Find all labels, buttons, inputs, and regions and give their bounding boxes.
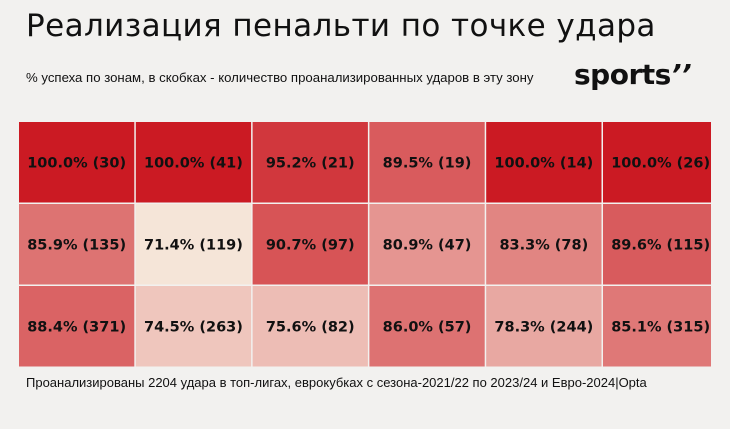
cell-label-r1-c2: 100.0% (41) (144, 155, 243, 171)
heatmap-cell-r3-c3 (252, 286, 368, 367)
heatmap-cell-r1-c1 (19, 122, 135, 203)
cell-label-r3-c1: 88.4% (371) (27, 319, 126, 335)
cell-label-r1-c6: 100.0% (26) (611, 155, 710, 171)
cell-label-r2-c6: 89.6% (115) (611, 237, 710, 253)
heatmap-cell-r1-c4 (369, 122, 485, 203)
cell-label-r1-c3: 95.2% (21) (266, 155, 355, 171)
heatmap-cell-r3-c1 (19, 286, 135, 367)
heatmap-cell-r2-c1 (19, 204, 135, 285)
cell-label-r3-c5: 78.3% (244) (494, 319, 593, 335)
cell-label-r3-c3: 75.6% (82) (266, 319, 355, 335)
source-footnote: Проанализированы 2204 удара в топ-лигах,… (26, 375, 647, 390)
heatmap-cell-r2-c2 (135, 204, 252, 285)
heatmap-cell-r3-c5 (486, 286, 602, 367)
heatmap-cell-r1-c5 (486, 122, 602, 203)
heatmap-cell-r2-c5 (486, 204, 602, 285)
heatmap-cell-r1-c3 (252, 122, 368, 203)
heatmap-cell-r3-c4 (369, 286, 485, 367)
heatmap-grid: 100.0% (30) 100.0% (41) 95.2% (21) 89.5% (1… (19, 122, 711, 367)
heatmap-cell-r2-c6 (603, 204, 711, 285)
heatmap-cell-r1-c6 (603, 122, 711, 203)
logo-mark: ’’ (670, 58, 692, 91)
cell-label-r2-c4: 80.9% (47) (383, 237, 472, 253)
cell-label-r1-c5: 100.0% (14) (494, 155, 593, 171)
cell-label-r2-c1: 85.9% (135) (27, 237, 126, 253)
cell-label-r3-c6: 85.1% (315) (611, 319, 710, 335)
heatmap-cell-r3-c2 (135, 286, 252, 367)
cell-label-r3-c2: 74.5% (263) (144, 319, 243, 335)
cell-label-r2-c3: 90.7% (97) (266, 237, 355, 253)
cell-label-r3-c4: 86.0% (57) (383, 319, 472, 335)
logo-text: sports (574, 58, 671, 91)
cell-label-r1-c4: 89.5% (19) (383, 155, 472, 171)
chart-subtitle: % успеха по зонам, в скобках - количеств… (26, 70, 534, 85)
chart-title: Реализация пенальти по точке удара (26, 8, 656, 44)
cell-label-r2-c5: 83.3% (78) (499, 237, 588, 253)
heatmap-cell-r2-c3 (252, 204, 368, 285)
sports-logo: sports’’ (574, 58, 692, 91)
cell-label-r1-c1: 100.0% (30) (27, 155, 126, 171)
heatmap-cell-r2-c4 (369, 204, 485, 285)
cell-label-r2-c2: 71.4% (119) (144, 237, 243, 253)
heatmap-cell-r3-c6 (603, 286, 711, 367)
heatmap-cell-r1-c2 (135, 122, 252, 203)
